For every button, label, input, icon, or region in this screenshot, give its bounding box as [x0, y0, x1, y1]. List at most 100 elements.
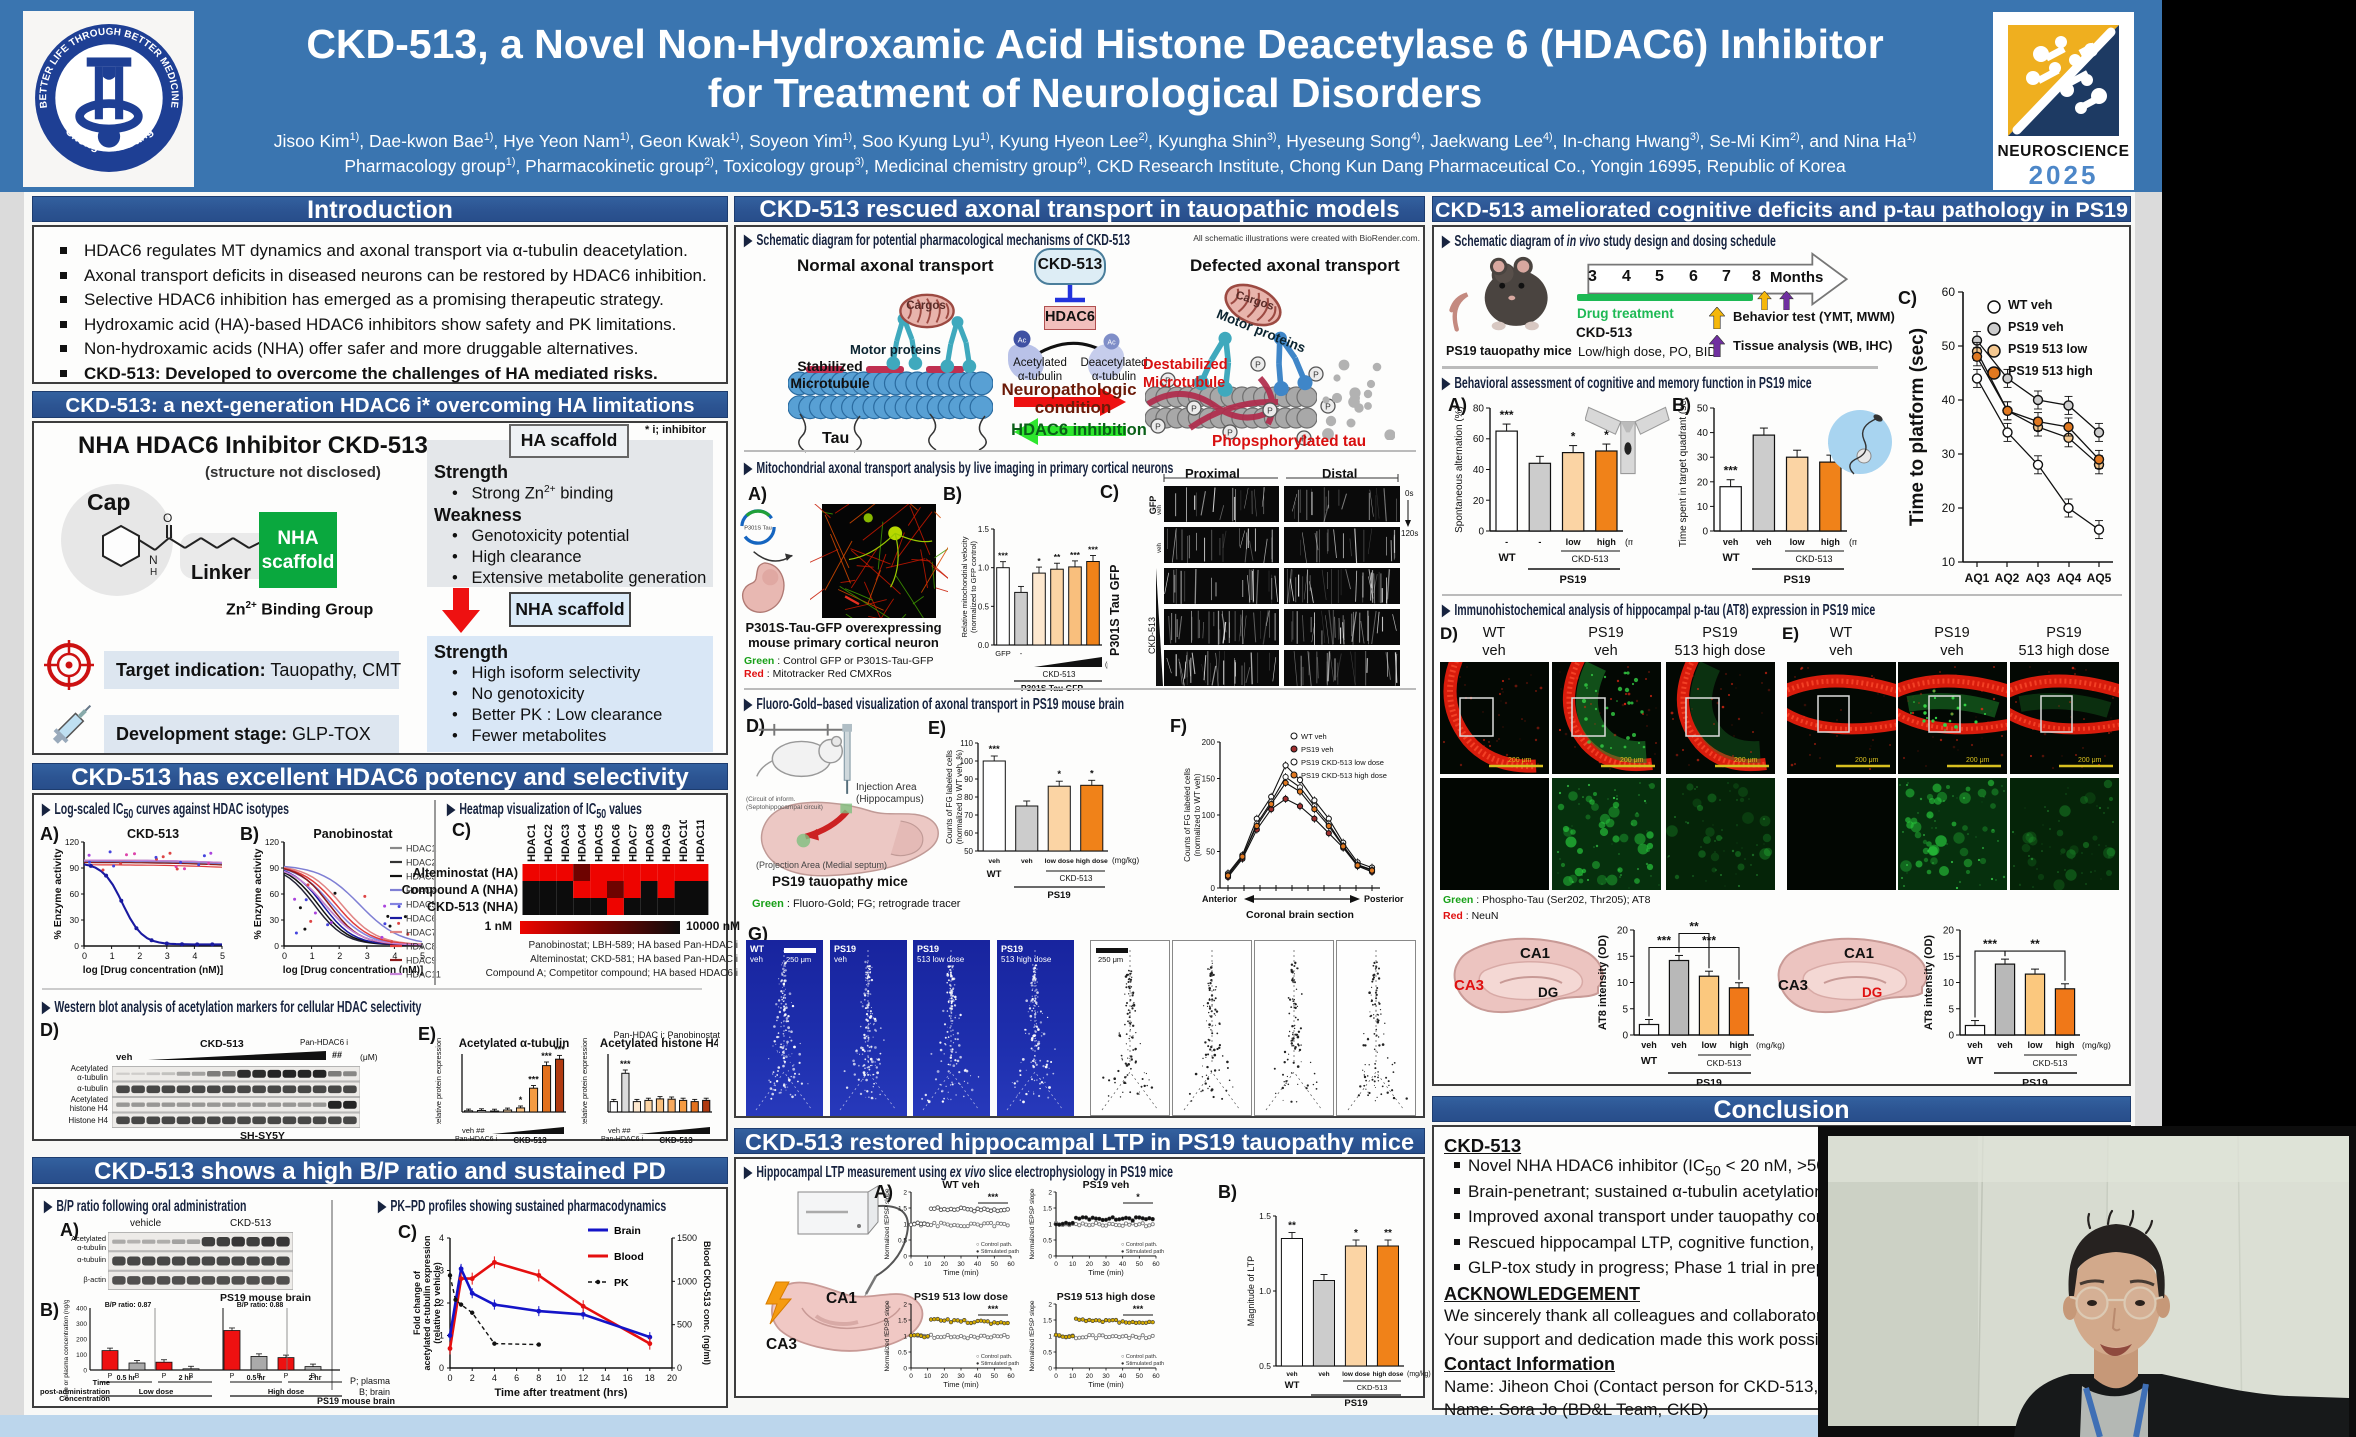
svg-text:70: 70	[964, 811, 973, 820]
svg-text:***: ***	[998, 551, 1009, 561]
svg-text:12: 12	[578, 1373, 588, 1383]
svg-text:CKD-513: CKD-513	[1043, 670, 1076, 679]
svg-text:WT: WT	[987, 869, 1002, 880]
svg-text:○ Control path.: ○ Control path.	[1121, 1242, 1158, 1248]
svg-text:veh: veh	[1318, 1371, 1329, 1378]
svg-text:○ Control path.: ○ Control path.	[976, 1242, 1013, 1248]
svg-text:B/P ratio: 0.87: B/P ratio: 0.87	[105, 1302, 152, 1309]
svg-text:WT: WT	[1722, 552, 1739, 564]
svg-text:2: 2	[337, 951, 342, 961]
svg-text:low dose: low dose	[1045, 858, 1074, 865]
svg-text:***: ***	[1070, 550, 1081, 560]
svg-text:GFP: GFP	[995, 649, 1010, 658]
svg-text:-: -	[1538, 537, 1541, 547]
svg-text:200: 200	[1202, 738, 1216, 747]
svg-text:Low dose: Low dose	[139, 1387, 174, 1396]
svg-text:1: 1	[310, 951, 315, 961]
svg-text:CKD-513: CKD-513	[127, 828, 179, 841]
svg-text:P: P	[284, 1373, 289, 1380]
svg-text:0.5: 0.5	[898, 1238, 907, 1245]
svg-text:10: 10	[1942, 555, 1956, 569]
svg-text:WT: WT	[750, 944, 764, 954]
svg-text:80: 80	[964, 793, 973, 802]
svg-text:***: ***	[1500, 408, 1514, 422]
svg-text:0: 0	[1478, 527, 1484, 538]
svg-text:Acetylated histone H4: Acetylated histone H4	[600, 1038, 718, 1050]
svg-text:1.0: 1.0	[1259, 1286, 1271, 1296]
svg-text:1.5: 1.5	[1043, 1206, 1052, 1213]
svg-text:Coronal brain section: Coronal brain section	[1246, 909, 1354, 921]
svg-text:150: 150	[1202, 775, 1216, 784]
svg-text:Time (min): Time (min)	[1088, 1380, 1124, 1389]
svg-text:0: 0	[1948, 1031, 1954, 1042]
svg-text:3: 3	[439, 1266, 444, 1276]
svg-text:veh: veh	[1157, 505, 1163, 515]
svg-text:N: N	[149, 553, 158, 567]
svg-text:1: 1	[1048, 1222, 1052, 1229]
svg-text:4: 4	[439, 1233, 444, 1243]
svg-text:40: 40	[1942, 393, 1956, 407]
svg-text:Relative protein expression: Relative protein expression	[580, 1038, 589, 1124]
svg-text:0: 0	[909, 1261, 913, 1268]
svg-text:PS19: PS19	[2022, 1077, 2048, 1085]
svg-text:Normalized fEPSP slope: Normalized fEPSP slope	[884, 1300, 891, 1371]
svg-text:veh: veh	[1641, 1040, 1657, 1050]
svg-text:0.5: 0.5	[898, 1350, 907, 1357]
svg-text:PS19: PS19	[1047, 890, 1070, 901]
svg-text:40: 40	[1697, 428, 1709, 439]
svg-text:Magnitude of LTP: Magnitude of LTP	[1246, 1256, 1256, 1326]
svg-text:P: P	[1301, 434, 1307, 444]
svg-text:WT veh: WT veh	[942, 1179, 979, 1191]
svg-text:Normalized fEPSP slope: Normalized fEPSP slope	[1029, 1300, 1036, 1371]
svg-text:veh: veh	[1286, 1371, 1297, 1378]
svg-text:B: B	[135, 1373, 140, 1380]
svg-text:P: P	[1191, 404, 1197, 414]
svg-text:CKD-513: CKD-513	[1795, 554, 1832, 564]
svg-text:**: **	[1384, 1228, 1392, 1239]
svg-text:veh: veh	[1021, 858, 1033, 865]
svg-text:**: **	[1288, 1221, 1296, 1232]
svg-text:18: 18	[645, 1373, 655, 1383]
svg-text:CKD-513: CKD-513	[1060, 874, 1093, 883]
svg-text:10: 10	[1943, 978, 1955, 989]
svg-text:CKD-513: CKD-513	[1357, 1383, 1388, 1392]
svg-text:2: 2	[903, 1302, 907, 1309]
svg-text:0: 0	[1622, 1031, 1628, 1042]
svg-text:4: 4	[192, 951, 197, 961]
svg-text:100: 100	[1202, 811, 1216, 820]
svg-text:20: 20	[941, 1261, 949, 1268]
svg-text:low: low	[1702, 1040, 1718, 1050]
svg-text:30: 30	[70, 915, 80, 925]
svg-text:20: 20	[1942, 501, 1956, 515]
svg-text:120: 120	[65, 837, 79, 847]
svg-text:1.0: 1.0	[978, 564, 990, 573]
svg-text:1.5: 1.5	[978, 525, 990, 534]
svg-text:60: 60	[1473, 434, 1485, 445]
svg-text:% Enzyme activity: % Enzyme activity	[52, 848, 64, 939]
svg-text:Acetylated α-tubulin: Acetylated α-tubulin	[459, 1038, 570, 1050]
svg-text:veh: veh	[750, 955, 763, 964]
svg-text:0s: 0s	[1405, 489, 1413, 498]
svg-text:0: 0	[82, 951, 87, 961]
svg-text:***: ***	[620, 1059, 631, 1069]
svg-text:○ Control path.: ○ Control path.	[976, 1354, 1013, 1360]
svg-text:Counts of FG labeled cells: Counts of FG labeled cells	[945, 750, 954, 844]
svg-text:veh: veh	[988, 858, 1000, 865]
svg-text:0: 0	[447, 1373, 452, 1383]
svg-text:(mg/kg): (mg/kg)	[1625, 537, 1633, 547]
svg-text:AQ2: AQ2	[1995, 571, 2020, 585]
svg-text:P: P	[1255, 360, 1261, 370]
svg-text:WT: WT	[1641, 1055, 1658, 1067]
svg-text:3: 3	[365, 951, 370, 961]
svg-text:-: -	[1505, 537, 1508, 547]
svg-text:**: **	[1689, 920, 1699, 934]
svg-text:3: 3	[165, 951, 170, 961]
svg-text:0: 0	[1702, 527, 1708, 538]
svg-text:0: 0	[282, 951, 287, 961]
svg-text:40: 40	[974, 1261, 982, 1268]
svg-text:low: low	[2028, 1040, 2044, 1050]
svg-text:200 μm: 200 μm	[1508, 757, 1532, 764]
svg-text:PS19 veh: PS19 veh	[1301, 745, 1334, 754]
svg-text:HDAC8: HDAC8	[406, 942, 437, 952]
svg-text:10: 10	[924, 1373, 932, 1380]
